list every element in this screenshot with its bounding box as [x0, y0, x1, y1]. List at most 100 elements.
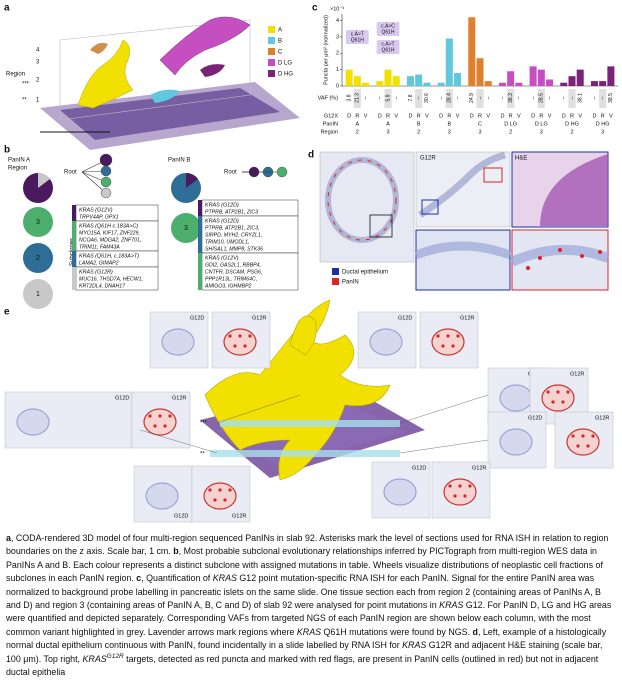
axis-tick-label: 1 [36, 98, 40, 104]
panin-label: B [447, 121, 451, 127]
vaf-label: – [569, 96, 575, 99]
thumbnail-label: G12R [460, 315, 474, 321]
bar [590, 81, 598, 86]
row-label: Region [321, 129, 338, 135]
annotation-text: Q61H [351, 37, 364, 43]
gene-list: MUC16, THSD7A, HECW1, [79, 276, 143, 282]
caption-run: d [472, 626, 478, 637]
puncta-flag [456, 334, 460, 338]
puncta-flag [233, 344, 237, 348]
puncta-flag [571, 434, 575, 438]
y-tick-label: 4 [336, 18, 339, 24]
thumbnail-label: G12R [252, 315, 266, 321]
g12x-label: V [609, 113, 613, 119]
g12x-label: R [355, 113, 359, 119]
vaf-label: 5.9 [385, 94, 391, 101]
vaf-highlight [445, 89, 453, 108]
kras-variant: KRAS (G12V) [205, 255, 239, 261]
legend-label: C [278, 50, 283, 56]
vaf-label: – [477, 96, 483, 99]
puncta-flag [453, 494, 457, 498]
y-tick-label: 2 [336, 51, 339, 57]
wheel-label: 3 [184, 225, 188, 232]
thumbnail-label: G12R [570, 371, 584, 377]
g12x-label: D [408, 113, 412, 119]
annotation-box [376, 22, 400, 36]
asterisk-marker: ** [22, 98, 27, 104]
vaf-label: – [363, 96, 369, 99]
gene-list: MYO15A, KIF17, ZNF229, [79, 230, 140, 236]
tissue-region [499, 428, 533, 456]
puncta-flag [238, 334, 242, 338]
g12x-label: D [347, 113, 351, 119]
region-label: 2 [417, 129, 420, 135]
tissue-region [16, 408, 50, 436]
wheel-label: 3 [36, 219, 40, 226]
puncta-flag [468, 484, 472, 488]
puncta-flag [436, 334, 440, 338]
gene-list: TRIM10, UMODL1, [205, 239, 249, 245]
y-tick-label: 0 [336, 83, 339, 89]
g12x-label: R [570, 113, 574, 119]
region-label: 3 [540, 129, 543, 135]
puncta-flag [463, 494, 467, 498]
panin-label: D HG [596, 121, 610, 127]
legend-swatch [268, 59, 275, 66]
panin-label: A [386, 121, 390, 127]
histology-d [319, 151, 610, 291]
render-3d-e [200, 299, 425, 481]
g12x-label: V [517, 113, 521, 119]
g12x-label: R [417, 113, 421, 119]
puncta-flag [243, 344, 247, 348]
vaf-highlight [568, 89, 576, 108]
bar [476, 58, 484, 86]
tissue-region [223, 328, 257, 356]
vaf-label: – [561, 96, 567, 99]
vaf-highlight [415, 89, 423, 108]
caption-run: KRAS [82, 653, 107, 664]
puncta-flag [451, 344, 455, 348]
root-label: Root [64, 170, 77, 176]
connector-line [399, 394, 489, 424]
puncta-flag [208, 488, 212, 492]
panin-label: C [478, 121, 482, 127]
annotation-box [376, 40, 400, 54]
bar [560, 82, 568, 86]
tissue-region [499, 384, 533, 412]
bar [529, 66, 537, 86]
tree-node [100, 187, 112, 199]
gene-list: LAMA2, GIMAP2 [79, 260, 119, 266]
g12x-label: R [601, 113, 605, 119]
gene-list: SIRPD, MYH2, CRYZL1, [205, 232, 262, 238]
g12x-label: R [386, 113, 390, 119]
puncta-flag [586, 444, 590, 448]
axis-label: Region [6, 72, 25, 78]
puncta-flag [446, 334, 450, 338]
legend-label: D HG [278, 72, 293, 78]
vaf-label: – [592, 96, 598, 99]
kras-variant: KRAS (G12D) [205, 202, 239, 208]
g12x-label: V [425, 113, 429, 119]
region-label: 3 [386, 129, 389, 135]
vaf-label: – [486, 96, 492, 99]
tissue-region [369, 328, 403, 356]
tissue-region [431, 328, 465, 356]
legend-swatch [268, 37, 275, 44]
axis-tick-label: 3 [36, 60, 40, 66]
kras-variant: KRAS (Q61H, c.183A>T) [79, 253, 139, 259]
subclone-color [72, 251, 76, 267]
legend-swatch [268, 26, 275, 33]
mutation-row [75, 220, 159, 252]
vaf-label: 38.3 [508, 93, 514, 103]
wheel-label: 2 [36, 255, 40, 262]
puncta-flag [566, 390, 570, 394]
puncta-flag [561, 400, 565, 404]
legend-swatch [268, 70, 275, 77]
root-label: Root [224, 170, 237, 176]
g12x-label: V [456, 113, 460, 119]
region-label: 2 [356, 129, 359, 135]
asterisk-marker: ** [200, 452, 205, 458]
bar [384, 69, 392, 86]
panel-letter: b [4, 145, 10, 156]
